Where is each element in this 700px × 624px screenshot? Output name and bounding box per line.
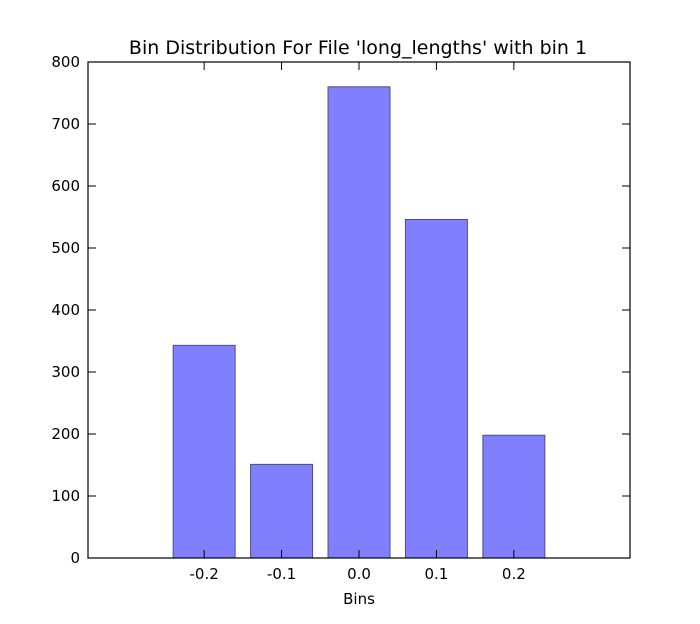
y-tick-label-7: 700 [51,115,80,133]
y-tick-label-6: 600 [51,177,80,195]
bars-layer [172,86,546,559]
x-tick-label-4: 0.2 [502,565,526,583]
y-tick-label-5: 500 [51,239,80,257]
plot-frame [87,61,631,559]
bar--0.2 [172,344,236,559]
bar-0.1 [404,218,468,559]
bar-0.2 [482,434,546,559]
bar--0.1 [250,463,314,559]
x-axis-label: Bins [343,590,375,608]
x-tick-label-3: 0.1 [424,565,448,583]
y-tick-label-1: 100 [51,487,80,505]
y-tick-label-4: 400 [51,301,80,319]
y-tick-label-0: 0 [70,549,80,567]
x-tick-label-0: -0.2 [190,565,219,583]
chart-title: Bin Distribution For File 'long_lengths'… [129,37,587,59]
x-tick-label-2: 0.0 [347,565,371,583]
y-tick-label-8: 800 [51,53,80,71]
ticks-layer: 0 100 200 300 400 500 600 700 800 -0.2 -0.1 0.0 0.1 0… [51,53,630,583]
y-tick-label-2: 200 [51,425,80,443]
x-tick-label-1: -0.1 [267,565,296,583]
y-tick-label-3: 300 [51,363,80,381]
bar-0.0 [327,86,391,559]
